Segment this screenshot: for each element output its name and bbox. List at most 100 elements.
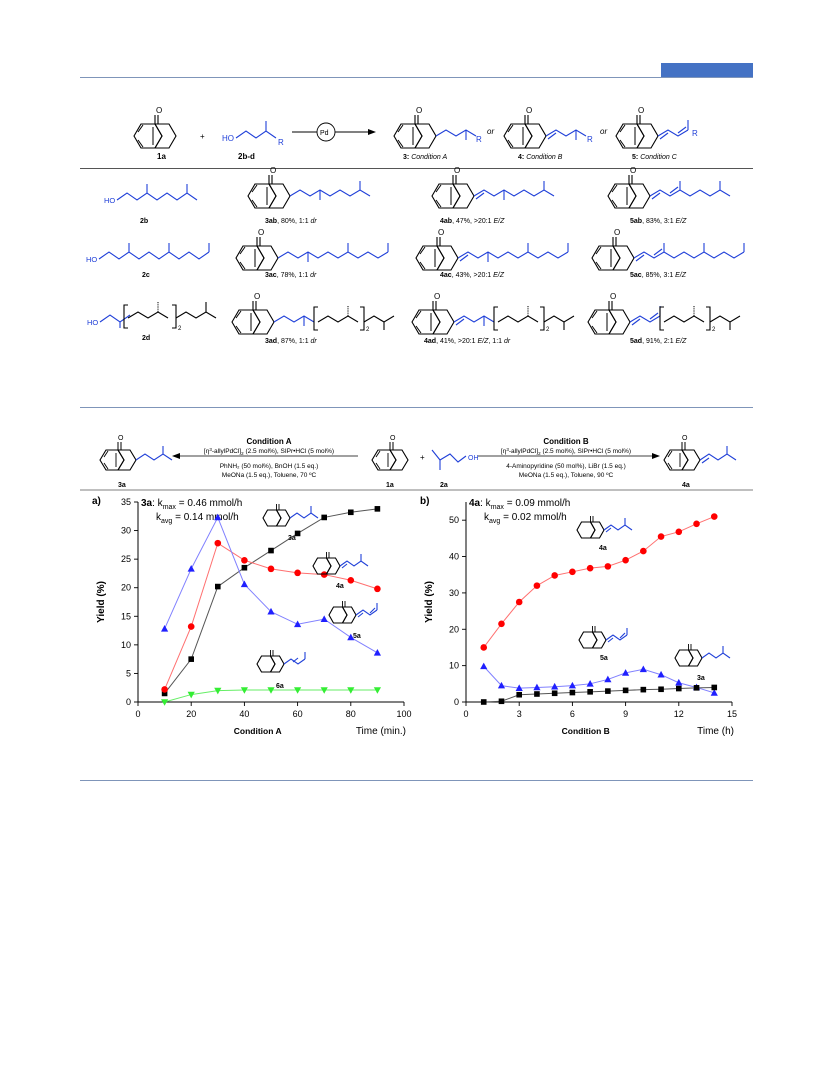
point-5a — [551, 682, 559, 690]
condition-b-line1: [η3-allylPdCl]2 (2.5 mol%), SIPr•HCl (5 … — [501, 447, 631, 456]
point-4a — [515, 598, 523, 606]
y-tick-label: 0 — [126, 697, 131, 707]
y-tick-label: 20 — [449, 624, 459, 634]
point-4a — [622, 556, 629, 564]
point-5a — [294, 620, 302, 628]
y-tick-label: 10 — [121, 640, 131, 650]
label-1a-scheme2: 1a — [386, 482, 394, 489]
point-3a — [622, 687, 629, 694]
svg-text:O: O — [156, 106, 162, 115]
point-5a — [568, 681, 576, 689]
point-4a — [640, 547, 647, 555]
y-axis-label: Yield (%) — [96, 581, 107, 623]
series-label-6a: 6a — [276, 683, 284, 690]
annotation-kavg: kavg = 0.14 mmol/h — [156, 512, 239, 525]
x-tick-label: 100 — [396, 709, 411, 719]
point-3a — [161, 690, 168, 697]
scheme1-divider — [80, 168, 753, 169]
point-4a — [551, 572, 558, 579]
oh-label: OH — [468, 455, 479, 462]
scheme-2: O 3a Condition A [η3-allylPdCl]2 (2.5 mo… — [80, 435, 753, 491]
point-3a — [241, 564, 248, 571]
series-label-3a: 3a — [288, 535, 296, 542]
point-5a — [240, 580, 248, 588]
ho-2b: HO — [104, 196, 115, 205]
point-3a — [480, 699, 487, 705]
point-4a — [320, 571, 328, 578]
plus-scheme2: + — [420, 453, 425, 462]
y-tick-label: 10 — [449, 661, 459, 671]
chart-b: 0 3 6 9 12 15 0 10 20 30 40 50 Yield (%) Condition B T… — [420, 496, 737, 737]
condition-a-arrow: Condition A [η3-allylPdCl]2 (2.5 mol%), … — [172, 437, 358, 479]
section-rule — [80, 407, 753, 408]
p3-condition: Condition A — [411, 154, 447, 161]
point-6a — [294, 687, 302, 694]
point-5a — [480, 662, 488, 670]
point-4a — [161, 686, 168, 693]
point-4a — [480, 644, 488, 651]
svg-text:O: O — [630, 166, 636, 175]
ketone-1a-scheme2: O 1a — [371, 435, 409, 489]
top-rule — [80, 77, 753, 78]
bottom-rule — [80, 780, 753, 781]
x-tick-label: 12 — [674, 709, 684, 719]
svg-text:O: O — [254, 292, 260, 301]
y-tick-label: 30 — [449, 588, 459, 598]
condition-a-title: Condition A — [246, 437, 291, 446]
p5-label: 5: — [632, 154, 638, 161]
x-tick-label: 60 — [293, 709, 303, 719]
series-label-4a: 4a — [599, 545, 607, 552]
alcohol-2a: OH 2a — [431, 449, 479, 489]
series-label-5a: 5a — [600, 655, 608, 662]
y-tick-label: 5 — [126, 668, 131, 678]
point-4a — [693, 520, 700, 528]
svg-text:O: O — [390, 435, 396, 442]
series-label-4a: 4a — [336, 583, 344, 590]
x-tick-label: 80 — [346, 709, 356, 719]
x-axis-label: Condition A — [234, 726, 282, 736]
point-5a — [657, 670, 665, 678]
svg-text:2: 2 — [546, 327, 550, 333]
point-4a — [294, 569, 301, 577]
condition-a-line2: PhNH₂ (50 mol%), BnOH (1.5 eq.) — [220, 463, 319, 470]
svg-text:O: O — [434, 292, 440, 301]
point-5a — [604, 675, 612, 683]
annotation-kmax: 3a: kmax = 0.46 mmol/h — [141, 498, 242, 511]
or-2: or — [600, 127, 607, 136]
point-4a — [569, 568, 576, 576]
svg-text:R: R — [476, 135, 482, 144]
condition-b-line3: MeONa (1.5 eq.), Toluene, 90 ºC — [519, 472, 614, 479]
point-6a — [347, 687, 355, 694]
point-5a — [373, 649, 381, 656]
scheme-1: O 1a + HO R 2b-d Pd O R 3: Condition A o… — [86, 106, 745, 345]
point-3a — [676, 685, 682, 692]
condition-b-arrow: Condition B [η3-allylPdCl]2 (2.5 mol%), … — [478, 437, 660, 479]
point-6a — [240, 687, 248, 694]
svg-text:O: O — [526, 106, 532, 115]
reactant-1a: O 1a — [133, 106, 177, 161]
panel-label: b) — [420, 496, 429, 507]
product-4: O R 4: Condition B — [503, 106, 593, 161]
point-5a — [497, 681, 506, 689]
svg-text:5: Condition C: 5: Condition C — [632, 154, 678, 161]
point-4a — [657, 533, 665, 540]
x-tick-label: 20 — [186, 709, 196, 719]
caption-4ab: 4ab, 47%, >20:1 E/Z — [440, 218, 505, 225]
ho-2d: HO — [87, 318, 98, 327]
point-4a — [533, 582, 541, 589]
panel-label: a) — [92, 496, 101, 507]
svg-text:O: O — [416, 106, 422, 115]
condition-b-title: Condition B — [543, 437, 589, 446]
product-4a-scheme2: O 4a — [663, 435, 737, 489]
y-tick-label: 25 — [121, 554, 131, 564]
x-tick-label: 3 — [517, 709, 522, 719]
caption-5ac: 5ac, 85%, 3:1 E/Z — [630, 272, 687, 279]
y-tick-label: 15 — [121, 611, 131, 621]
point-3a — [605, 688, 611, 694]
caption-3ac: 3ac, 78%, 1:1 dr — [265, 272, 317, 279]
svg-text:O: O — [610, 292, 616, 301]
point-6a — [214, 687, 222, 695]
x-tick-label: 40 — [239, 709, 249, 719]
or-1: or — [487, 127, 494, 136]
point-3a — [711, 684, 718, 691]
